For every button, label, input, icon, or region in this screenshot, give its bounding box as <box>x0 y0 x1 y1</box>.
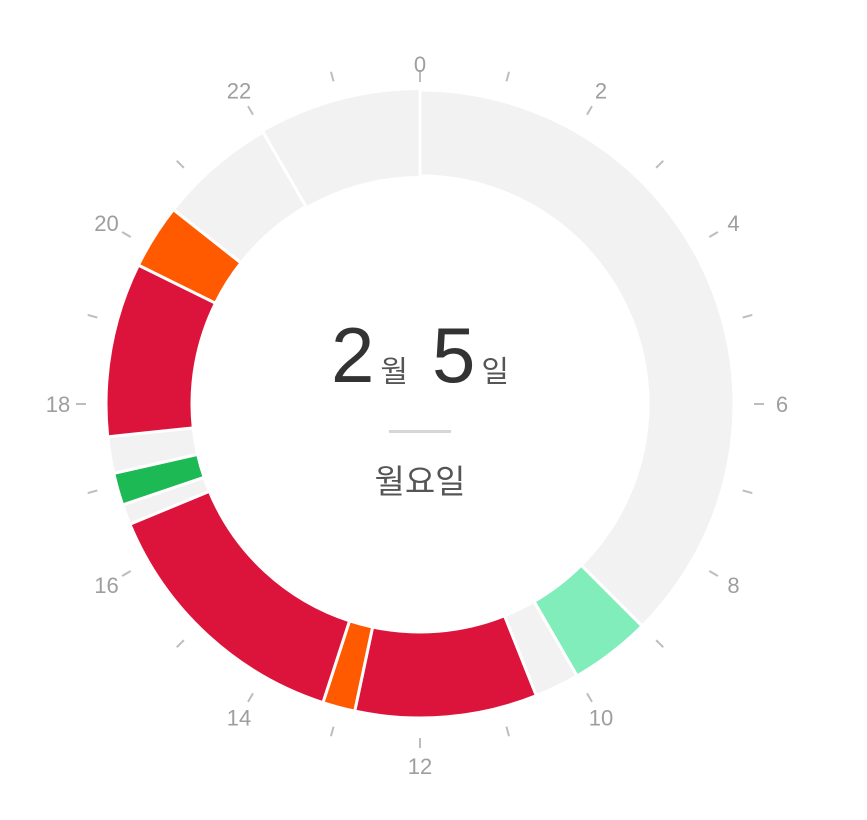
activity-segment[interactable] <box>127 489 352 705</box>
hour-tick <box>176 639 185 648</box>
day-number: 5 <box>432 311 476 399</box>
month-unit: 월 <box>380 355 408 390</box>
activity-segment[interactable] <box>418 88 736 629</box>
activity-segments <box>104 88 736 720</box>
hour-tick <box>330 726 335 737</box>
hour-label: 10 <box>589 706 613 731</box>
hour-tick <box>505 726 510 737</box>
day-unit: 일 <box>481 355 509 390</box>
hour-labels: 0 2 4 6 8 10 12 14 16 18 20 22 <box>46 52 788 779</box>
hour-tick <box>330 71 335 82</box>
weekday-label: 월요일 <box>374 462 466 501</box>
hour-label: 4 <box>727 211 739 236</box>
activity-segment[interactable] <box>352 613 539 720</box>
hour-label: 22 <box>227 78 251 103</box>
hour-tick <box>708 231 719 238</box>
hour-tick <box>708 570 719 577</box>
hour-tick <box>742 489 753 494</box>
hour-tick <box>176 160 185 169</box>
hour-tick <box>586 105 593 116</box>
date-row: 2 월 5 일 <box>270 310 570 410</box>
hour-label: 14 <box>227 706 251 731</box>
hour-tick <box>87 489 98 494</box>
hour-label: 2 <box>595 78 607 103</box>
hour-label: 12 <box>408 754 432 779</box>
hour-label: 0 <box>414 52 426 77</box>
hour-label: 16 <box>94 573 118 598</box>
hour-tick <box>586 692 593 703</box>
hour-tick <box>655 639 664 648</box>
hour-tick <box>505 71 510 82</box>
hour-label: 18 <box>46 392 70 417</box>
hour-label: 6 <box>776 392 788 417</box>
hour-tick <box>742 314 753 319</box>
hour-tick <box>655 160 664 169</box>
hour-ticks <box>76 70 764 748</box>
hour-label: 20 <box>94 211 118 236</box>
hour-tick <box>87 314 98 319</box>
hour-label: 8 <box>727 573 739 598</box>
hour-tick <box>121 570 132 577</box>
date-display[interactable]: 2 월 5 일 월요일 <box>270 310 570 520</box>
activity-segment[interactable] <box>171 130 309 265</box>
hour-tick <box>247 692 254 703</box>
hour-tick <box>247 105 254 116</box>
divider <box>389 430 451 433</box>
hour-tick <box>121 231 132 238</box>
month-number: 2 <box>331 311 375 399</box>
